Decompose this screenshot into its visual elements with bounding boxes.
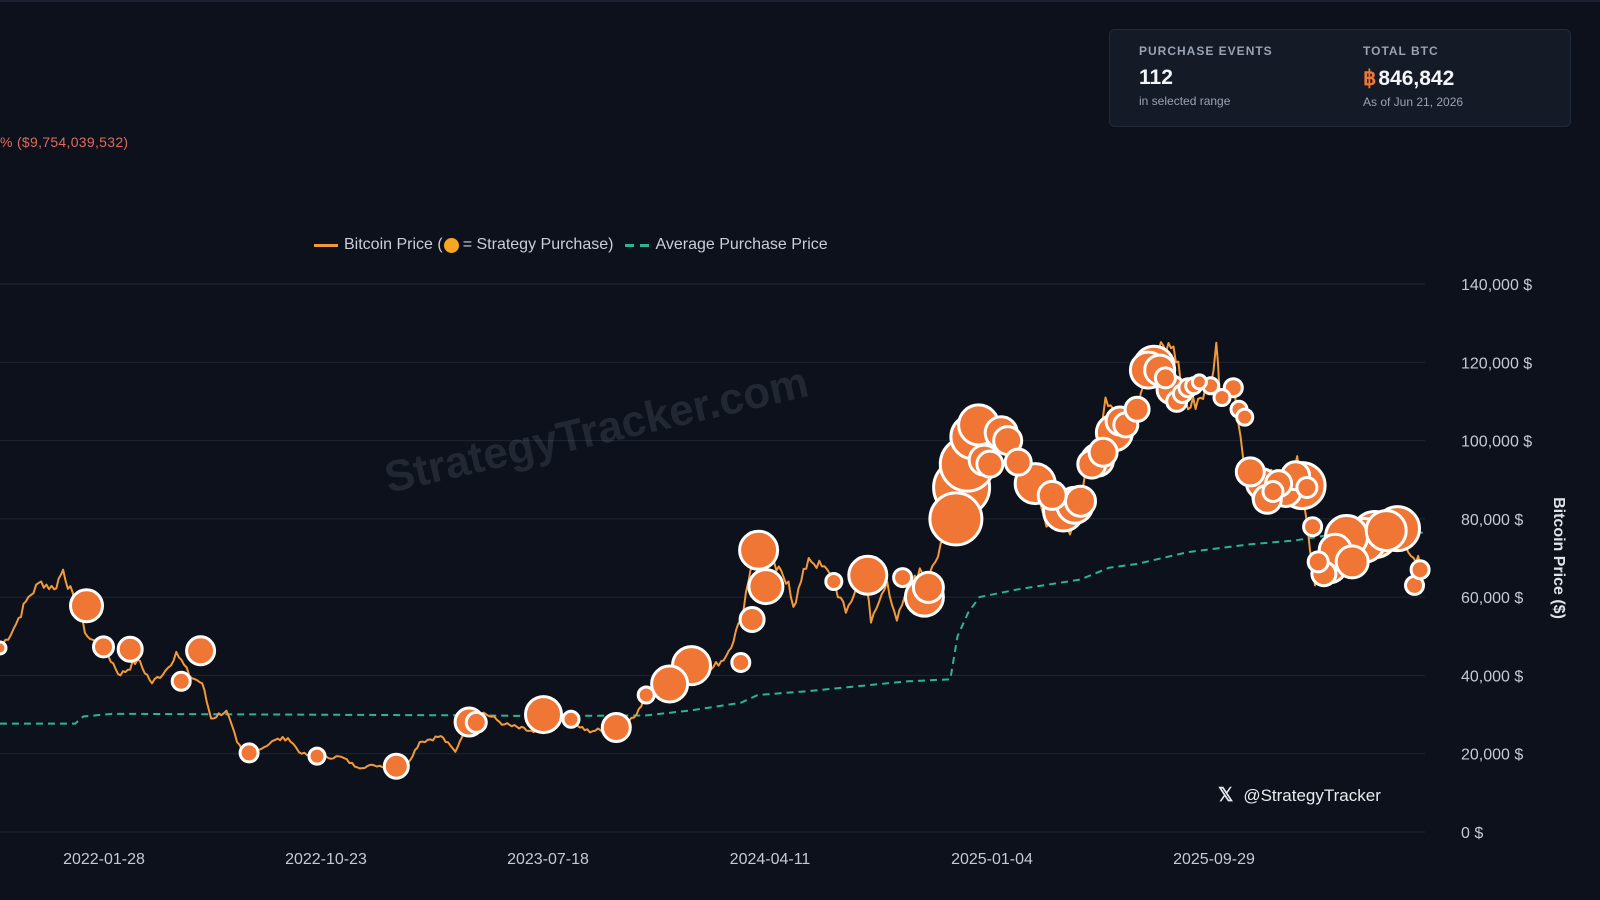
purchase-bubble — [92, 635, 115, 659]
legend-purchase-dot-icon — [443, 237, 459, 253]
y-tick-label: 100,000 $ — [1461, 434, 1532, 451]
legend-price-label-prefix: Bitcoin Price ( — [344, 236, 443, 253]
purchase-bubble — [382, 752, 410, 780]
y-tick-label: 20,000 $ — [1461, 747, 1523, 764]
y-tick-label: 140,000 $ — [1461, 277, 1532, 294]
total-btc-label: TOTAL BTC — [1363, 44, 1439, 58]
purchase-bubble — [1261, 480, 1285, 503]
purchase-bubble — [1123, 395, 1151, 423]
stat-total-btc: TOTAL BTC ฿846,842 As of Jun 21, 2026 — [1363, 44, 1463, 109]
purchase-bubble — [1003, 447, 1033, 477]
legend-price-label-suffix: = Strategy Purchase) — [462, 236, 614, 253]
social-handle-text: @StrategyTracker — [1243, 785, 1381, 805]
purchase-bubble — [1364, 509, 1408, 553]
purchase-bubble — [824, 572, 844, 591]
purchase-bubble — [524, 695, 563, 735]
y-tick-label: 80,000 $ — [1461, 512, 1523, 529]
x-tick-label: 2022-10-23 — [285, 851, 367, 868]
y-tick-label: 0 $ — [1461, 825, 1483, 842]
bitcoin-symbol-icon: ฿ — [1363, 67, 1377, 90]
legend-average-label: Average Purchase Price — [655, 236, 828, 253]
purchase-bubble — [1087, 436, 1119, 468]
purchase-bubble — [1235, 407, 1255, 427]
legend-average-dash-icon — [625, 243, 650, 247]
purchase-bubble — [238, 742, 260, 764]
purchase-bubble — [928, 491, 984, 547]
pnl-text: % ($9,754,039,532) — [0, 134, 129, 150]
x-tick-label: 2024-04-11 — [730, 851, 811, 868]
y-axis-label: Bitcoin Price ($) — [1550, 497, 1567, 619]
purchase-bubble — [1234, 456, 1266, 488]
purchase-bubble — [636, 685, 656, 705]
legend-price-line-icon — [314, 243, 338, 247]
purchase-bubble — [1295, 476, 1319, 499]
y-tick-label: 120,000 $ — [1461, 355, 1532, 372]
purchase-bubble — [600, 712, 632, 743]
top-divider — [0, 0, 1600, 2]
bitcoin-price-line — [0, 341, 1426, 770]
x-tick-label: 2025-09-29 — [1173, 851, 1255, 868]
purchase-events-value: 112 — [1139, 66, 1173, 89]
purchase-bubble — [1302, 516, 1324, 538]
total-btc-value: 846,842 — [1378, 67, 1455, 90]
y-tick-label: 60,000 $ — [1461, 590, 1523, 607]
total-btc-value-row: ฿846,842 — [1363, 66, 1463, 91]
purchase-bubble — [116, 635, 144, 663]
purchase-bubble — [561, 709, 581, 729]
stats-card: PURCHASE EVENTS 112 in selected range TO… — [1109, 29, 1571, 127]
purchase-bubble — [1306, 550, 1330, 574]
purchase-bubble — [1153, 366, 1177, 390]
purchase-bubble — [892, 567, 914, 589]
x-tick-label: 2022-01-28 — [63, 851, 145, 868]
purchase-bubble — [975, 449, 1005, 479]
x-tick-label: 2025-01-04 — [951, 851, 1033, 868]
x-tick-label: 2023-07-18 — [507, 851, 589, 868]
purchase-bubble — [1190, 373, 1208, 391]
purchase-bubble — [738, 606, 766, 633]
purchase-bubble — [464, 710, 488, 734]
purchase-bubble — [847, 554, 889, 596]
purchase-bubble — [1334, 544, 1370, 580]
x-logo-icon: 𝕏 — [1218, 785, 1234, 806]
purchase-bubble — [747, 568, 785, 606]
purchase-bubble — [307, 746, 327, 766]
purchase-bubble — [1036, 479, 1068, 511]
purchase-bubble — [1064, 484, 1097, 518]
purchase-bubble — [170, 670, 192, 692]
purchase-bubble — [69, 588, 104, 624]
purchase-bubble — [185, 635, 217, 667]
purchase-bubble — [738, 529, 780, 571]
purchase-bubble — [1212, 388, 1232, 407]
average-purchase-price-line — [0, 531, 1426, 725]
purchase-bubble — [0, 640, 8, 656]
purchase-events-sub: in selected range — [1139, 94, 1231, 108]
purchase-bubble — [730, 652, 752, 673]
social-handle[interactable]: 𝕏 @StrategyTracker — [1218, 784, 1381, 807]
purchase-bubble — [1409, 559, 1431, 581]
purchase-bubble — [911, 570, 945, 604]
chart-legend: Bitcoin Price ( = Strategy Purchase) Ave… — [314, 236, 828, 254]
purchase-bubble — [650, 664, 690, 704]
y-tick-label: 40,000 $ — [1461, 668, 1523, 685]
total-btc-sub: As of Jun 21, 2026 — [1363, 95, 1464, 109]
stat-purchase-events: PURCHASE EVENTS 112 in selected range — [1139, 44, 1273, 108]
purchase-events-label: PURCHASE EVENTS — [1139, 44, 1273, 58]
